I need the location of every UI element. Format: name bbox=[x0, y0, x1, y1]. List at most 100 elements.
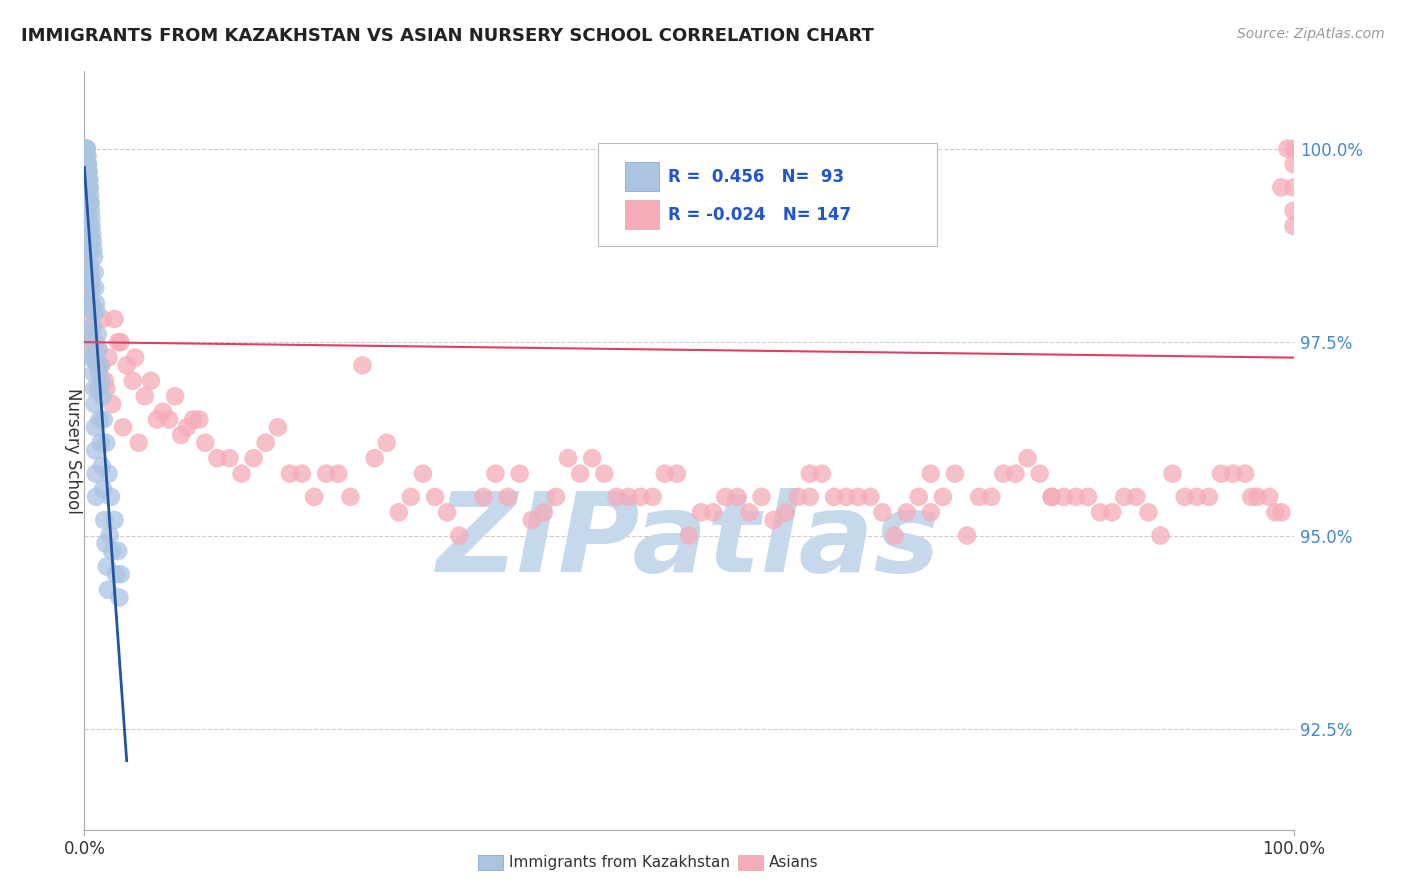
Point bbox=[80, 203, 103, 218]
Point bbox=[77, 172, 100, 186]
Point bbox=[86, 343, 108, 357]
Point bbox=[97, 582, 120, 597]
Point bbox=[775, 505, 797, 519]
Point bbox=[77, 219, 100, 233]
Point bbox=[146, 412, 169, 426]
Point bbox=[91, 312, 114, 326]
Point bbox=[82, 304, 104, 318]
Point bbox=[104, 567, 127, 582]
Point bbox=[1240, 490, 1263, 504]
Point bbox=[124, 351, 146, 365]
Point bbox=[1053, 490, 1076, 504]
Point bbox=[79, 266, 101, 280]
Point bbox=[75, 165, 97, 179]
Point bbox=[90, 458, 112, 473]
Point bbox=[436, 505, 458, 519]
Point bbox=[101, 544, 124, 558]
Point bbox=[291, 467, 314, 481]
Point bbox=[79, 180, 101, 194]
Point bbox=[278, 467, 301, 481]
Bar bbox=[624, 162, 659, 191]
Point bbox=[97, 467, 120, 481]
Point bbox=[82, 319, 104, 334]
Point bbox=[1198, 490, 1220, 504]
Point bbox=[472, 490, 495, 504]
Point bbox=[107, 335, 129, 350]
Point bbox=[762, 513, 785, 527]
Point bbox=[76, 149, 98, 163]
Point bbox=[77, 296, 100, 310]
Point bbox=[82, 319, 104, 334]
Point bbox=[80, 211, 103, 226]
Point bbox=[107, 544, 129, 558]
Point bbox=[176, 420, 198, 434]
Point bbox=[165, 389, 187, 403]
Point bbox=[75, 149, 97, 163]
Point bbox=[423, 490, 446, 504]
Point bbox=[690, 505, 713, 519]
Point bbox=[339, 490, 361, 504]
Point bbox=[76, 188, 98, 202]
Point bbox=[84, 443, 107, 458]
Point bbox=[1264, 505, 1286, 519]
Point bbox=[1282, 142, 1305, 156]
Point bbox=[82, 335, 104, 350]
Point bbox=[967, 490, 990, 504]
Y-axis label: Nursery School: Nursery School bbox=[63, 387, 82, 514]
FancyBboxPatch shape bbox=[599, 144, 936, 245]
Point bbox=[363, 451, 385, 466]
Point bbox=[79, 195, 101, 210]
Point bbox=[980, 490, 1002, 504]
Point bbox=[75, 157, 97, 171]
Point bbox=[96, 559, 118, 574]
Point bbox=[1040, 490, 1063, 504]
Point bbox=[104, 312, 127, 326]
Point bbox=[79, 242, 101, 256]
Point bbox=[80, 296, 103, 310]
Point bbox=[1017, 451, 1039, 466]
Point bbox=[83, 351, 105, 365]
Point bbox=[242, 451, 264, 466]
Point bbox=[231, 467, 253, 481]
Point bbox=[641, 490, 664, 504]
Point bbox=[581, 451, 603, 466]
Point bbox=[115, 359, 138, 373]
Point bbox=[823, 490, 845, 504]
Point bbox=[1185, 490, 1208, 504]
Text: IMMIGRANTS FROM KAZAKHSTAN VS ASIAN NURSERY SCHOOL CORRELATION CHART: IMMIGRANTS FROM KAZAKHSTAN VS ASIAN NURS… bbox=[21, 27, 875, 45]
Point bbox=[509, 467, 531, 481]
Point bbox=[1282, 157, 1305, 171]
Point bbox=[86, 359, 108, 373]
Point bbox=[77, 273, 100, 287]
Point bbox=[569, 467, 592, 481]
Point bbox=[605, 490, 627, 504]
Point bbox=[1258, 490, 1281, 504]
Point bbox=[83, 250, 105, 264]
Point bbox=[75, 142, 97, 156]
Point bbox=[859, 490, 882, 504]
Point bbox=[83, 420, 105, 434]
Point bbox=[1064, 490, 1087, 504]
Point bbox=[811, 467, 834, 481]
Point bbox=[94, 382, 117, 396]
Point bbox=[484, 467, 506, 481]
Point bbox=[1282, 180, 1305, 194]
Point bbox=[630, 490, 652, 504]
Point bbox=[412, 467, 434, 481]
Point bbox=[1246, 490, 1268, 504]
Point bbox=[134, 389, 156, 403]
Point bbox=[84, 467, 107, 481]
Point bbox=[79, 258, 101, 272]
Point bbox=[76, 195, 98, 210]
Point bbox=[82, 242, 104, 256]
Point bbox=[80, 219, 103, 233]
Point bbox=[1161, 467, 1184, 481]
Point bbox=[702, 505, 724, 519]
Point bbox=[375, 435, 398, 450]
Point bbox=[207, 451, 229, 466]
Text: ZIPatlas: ZIPatlas bbox=[437, 488, 941, 595]
Point bbox=[520, 513, 543, 527]
Point bbox=[87, 382, 110, 396]
Point bbox=[75, 172, 97, 186]
Point bbox=[846, 490, 869, 504]
